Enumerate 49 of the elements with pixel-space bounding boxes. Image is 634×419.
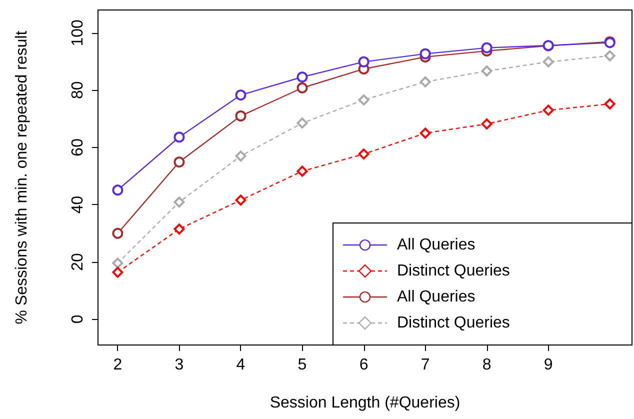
point xyxy=(358,56,370,68)
point xyxy=(420,48,431,60)
y-tick-label: 0 xyxy=(70,314,86,324)
point xyxy=(296,118,308,129)
legend-label: Distinct Queries xyxy=(397,314,510,332)
point xyxy=(420,76,431,88)
point xyxy=(235,150,246,162)
x-tick-label: 6 xyxy=(359,356,368,374)
point xyxy=(235,194,246,206)
point xyxy=(481,65,492,76)
x-tick-label: 4 xyxy=(236,356,246,374)
y-tick-label: 20 xyxy=(70,252,86,271)
point xyxy=(481,118,492,130)
y-tick-label: 80 xyxy=(70,81,86,100)
point xyxy=(174,132,185,143)
point xyxy=(174,156,185,168)
point xyxy=(296,72,308,82)
point xyxy=(112,266,124,278)
point xyxy=(358,148,370,160)
point xyxy=(542,56,554,68)
point xyxy=(604,98,616,110)
y-tick-label: 100 xyxy=(70,19,86,46)
x-tick-label: 3 xyxy=(174,356,184,374)
y-axis-title: % Sessions with min. one repeated result xyxy=(14,30,30,324)
point xyxy=(542,104,554,116)
x-tick-label: 9 xyxy=(544,356,553,374)
legend-label: Distinct Queries xyxy=(397,262,510,280)
point xyxy=(112,228,124,239)
x-tick-label: 7 xyxy=(420,356,430,374)
point xyxy=(235,110,246,122)
point xyxy=(112,184,124,196)
y-tick-label: 60 xyxy=(70,138,86,156)
point xyxy=(174,224,185,235)
point xyxy=(296,82,308,94)
x-axis-title: Session Length (#Queries) xyxy=(270,394,460,412)
point xyxy=(296,166,308,177)
legend-label: All Queries xyxy=(397,288,476,306)
point xyxy=(420,128,431,139)
point xyxy=(235,90,246,101)
point xyxy=(112,258,124,269)
y-tick-label: 40 xyxy=(70,196,86,214)
x-tick-label: 8 xyxy=(482,356,492,374)
x-tick-label: 2 xyxy=(113,356,122,374)
point xyxy=(174,196,185,208)
point xyxy=(481,42,492,54)
legend-label: All Queries xyxy=(397,236,476,254)
point xyxy=(358,94,370,106)
x-tick-label: 5 xyxy=(298,356,307,374)
point xyxy=(604,50,616,62)
